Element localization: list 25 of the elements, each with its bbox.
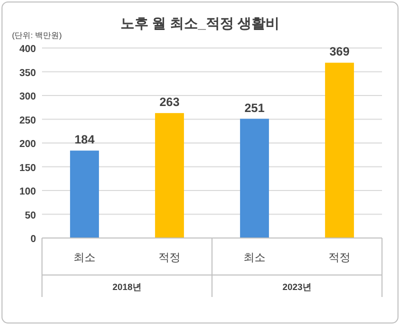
text: 2018년 bbox=[112, 282, 142, 292]
data-label: 369 bbox=[329, 44, 350, 59]
x-tick-label: 최소 bbox=[244, 252, 266, 264]
y-tick-label: 200 bbox=[19, 139, 36, 150]
y-tick-label: 400 bbox=[19, 44, 36, 55]
bar bbox=[70, 150, 99, 238]
bar bbox=[240, 118, 269, 238]
text: (단위: 백만원) bbox=[12, 31, 62, 40]
y-tick-label: 150 bbox=[19, 162, 36, 174]
bar bbox=[155, 113, 184, 238]
y-tick-label: 350 bbox=[19, 68, 36, 79]
text: 2023년 bbox=[282, 282, 312, 292]
data-label: 184 bbox=[74, 132, 95, 147]
y-tick-label: 300 bbox=[19, 92, 36, 102]
x-tick-label: 적정 bbox=[158, 252, 180, 264]
y-tick-label: 250 bbox=[19, 115, 36, 126]
bar bbox=[325, 62, 354, 238]
chart-title: 노후 월 최소_적정 생활비 bbox=[120, 15, 280, 31]
data-label: 251 bbox=[244, 100, 265, 115]
y-tick-label: 0 bbox=[30, 234, 36, 245]
y-tick-label: 50 bbox=[24, 210, 36, 222]
y-tick-label: 100 bbox=[19, 186, 36, 198]
data-label: 263 bbox=[159, 95, 180, 110]
x-tick-label: 최소 bbox=[74, 252, 96, 264]
x-tick-label: 적정 bbox=[328, 252, 350, 264]
